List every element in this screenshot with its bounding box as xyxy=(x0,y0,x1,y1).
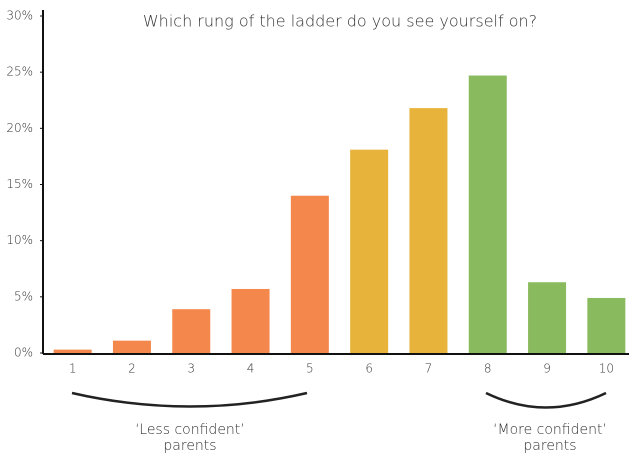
brace xyxy=(71,391,308,408)
x-tick-label: 1 xyxy=(69,362,77,376)
annotation: ‘Less confident’ xyxy=(135,422,245,438)
x-tick-label: 4 xyxy=(247,362,255,376)
bar xyxy=(172,309,211,353)
x-tick-label: 9 xyxy=(543,362,551,376)
bar xyxy=(290,195,329,353)
x-tick-label: 5 xyxy=(306,362,314,376)
bar xyxy=(409,108,448,353)
x-tick-label: 2 xyxy=(128,362,136,376)
bar xyxy=(112,340,151,353)
y-tick-label: 5% xyxy=(14,289,33,303)
x-tick-label: 10 xyxy=(599,362,614,376)
bar xyxy=(53,349,92,353)
y-tick-label: 30% xyxy=(6,9,33,23)
x-tick-label: 8 xyxy=(484,362,492,376)
bar xyxy=(528,282,567,353)
y-tick-label: 10% xyxy=(6,233,33,247)
annotation: ‘More confident’ xyxy=(493,422,607,438)
bar xyxy=(231,288,270,353)
y-tick-label: 0% xyxy=(14,346,33,360)
y-tick-label: 20% xyxy=(6,121,33,135)
chart-title: Which rung of the ladder do you see your… xyxy=(143,12,537,31)
annotation: parents xyxy=(523,438,576,454)
x-tick-label: 7 xyxy=(425,362,433,376)
bar xyxy=(587,297,626,353)
bar xyxy=(350,149,389,353)
x-tick-label: 3 xyxy=(187,362,195,376)
annotation: parents xyxy=(163,438,216,454)
x-tick-label: 6 xyxy=(365,362,373,376)
bar xyxy=(468,75,507,353)
y-tick-label: 25% xyxy=(6,65,33,79)
brace xyxy=(485,391,607,409)
y-tick-label: 15% xyxy=(6,177,33,191)
